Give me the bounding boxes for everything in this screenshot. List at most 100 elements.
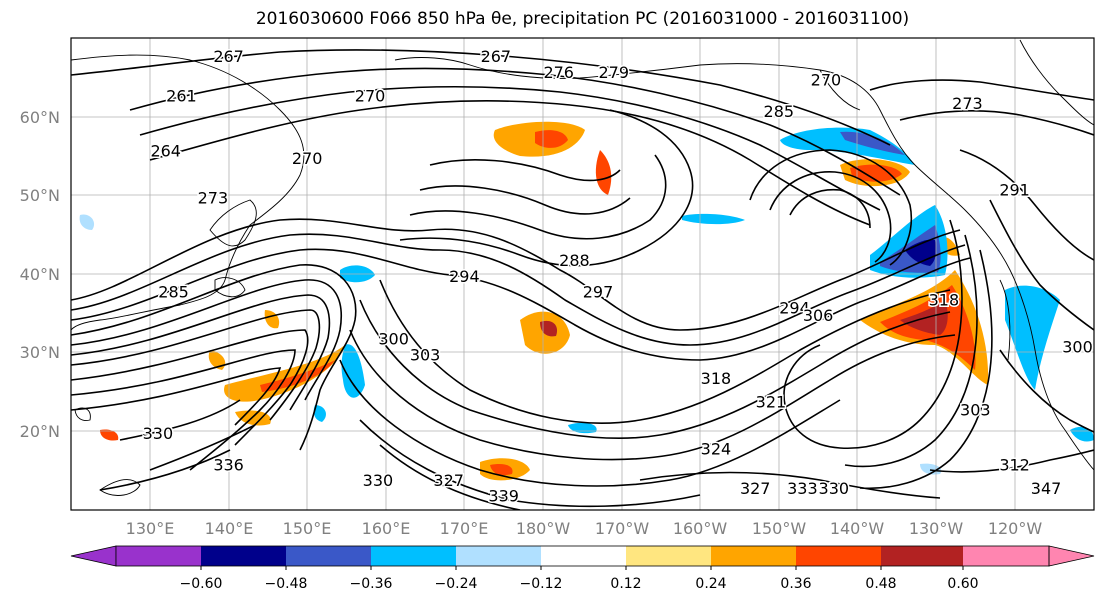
lon-label: 140°W — [830, 519, 885, 538]
contour-labels: 267 267 276 279 270 273 270 261 264 270 273 285 288 2… — [141, 46, 1094, 508]
contour-label: 336 — [213, 455, 244, 474]
lat-label: 20°N — [20, 422, 60, 441]
contour-label: 318 — [701, 369, 732, 388]
contour-label: 324 — [701, 440, 732, 459]
lon-label: 130°E — [126, 519, 175, 538]
precip-blob — [490, 464, 513, 476]
contour-label: 330 — [819, 479, 850, 498]
colorbar-tick-label: −0.48 — [265, 576, 308, 592]
colorbar-bin — [201, 546, 287, 566]
precip-blob — [260, 360, 335, 392]
precip-blob — [850, 164, 902, 182]
colorbar-tick-label: 0.48 — [865, 576, 896, 592]
contour-label: 327 — [740, 479, 771, 498]
precip-blob — [79, 214, 95, 230]
contour-label: 297 — [583, 283, 614, 302]
colorbar-bin — [456, 546, 542, 566]
contour-label: 312 — [999, 455, 1030, 474]
contour-label: 339 — [488, 487, 519, 506]
lon-label: 150°W — [752, 519, 807, 538]
contour-label: 285 — [158, 283, 189, 302]
colorbar-bin — [963, 546, 1049, 566]
contour-label: 264 — [150, 141, 181, 160]
contour-label: 267 — [213, 47, 244, 66]
contour-label: 279 — [598, 63, 629, 82]
precip-blob — [595, 150, 612, 195]
precip-blob — [341, 344, 365, 398]
lat-label: 50°N — [20, 186, 60, 205]
colorbar-frame — [115, 545, 1050, 567]
colorbar-bin — [626, 546, 712, 566]
contour-label: 294 — [779, 298, 810, 317]
contour-label: 285 — [764, 102, 795, 121]
contour-label: 270 — [811, 71, 842, 90]
contour-label: 294 — [449, 267, 480, 286]
map-title: 2016030600 F066 850 hPa θe, precipitatio… — [255, 9, 910, 29]
precip-blob — [224, 345, 345, 402]
colorbar-tick-label: 0.12 — [610, 576, 641, 592]
lon-label: 150°E — [283, 519, 332, 538]
contour-label: 330 — [143, 424, 174, 443]
lon-label: 120°W — [988, 519, 1043, 538]
colorbar-tick-label: −0.60 — [180, 576, 223, 592]
colorbar-bin — [881, 546, 967, 566]
lon-label: 180°W — [516, 519, 571, 538]
contour-label: 300 — [378, 330, 409, 349]
precip-blob — [1070, 426, 1094, 442]
precip-blob — [313, 405, 326, 422]
colorbar-bin — [711, 546, 797, 566]
precip-blob — [208, 350, 226, 370]
map-frame — [70, 37, 1095, 511]
contour-label: 267 — [481, 47, 512, 66]
colorbar-bin — [116, 546, 202, 566]
contour-label: 291 — [999, 181, 1030, 200]
colorbar-bin — [371, 546, 457, 566]
colorbar-extend-low — [70, 545, 117, 567]
contour-label: 288 — [559, 251, 590, 270]
contour-label: 273 — [952, 94, 983, 113]
lon-label: 140°E — [205, 519, 254, 538]
contour-label: 300 — [1062, 338, 1093, 357]
lon-label: 160°E — [362, 519, 411, 538]
contour-label: 330 — [363, 471, 394, 490]
contour-label: 303 — [960, 400, 991, 419]
colorbar: −0.60 −0.48 −0.36 −0.24 −0.12 0.12 0.24 … — [70, 545, 1095, 592]
lon-label: 170°W — [595, 519, 650, 538]
precip-blob — [780, 127, 915, 165]
precip-blob — [840, 131, 905, 155]
colorbar-tick-label: −0.36 — [350, 576, 393, 592]
lat-labels: 60°N 50°N 40°N 30°N 20°N — [20, 108, 60, 441]
contour-label: 270 — [355, 86, 386, 105]
lon-label: 160°W — [673, 519, 728, 538]
precip-blob — [540, 320, 558, 337]
colorbar-bin — [541, 546, 627, 566]
contour-label: 318 — [929, 290, 960, 309]
precip-blob — [100, 429, 119, 441]
contour-label: 321 — [756, 392, 787, 411]
colorbar-tick-label: 0.36 — [780, 576, 811, 592]
lon-label: 170°E — [440, 519, 489, 538]
contour-label: 303 — [410, 345, 441, 364]
lat-label: 30°N — [20, 343, 60, 362]
contour-label: 276 — [543, 63, 574, 82]
theta-e-contours — [71, 49, 1094, 510]
colorbar-extend-high — [1048, 545, 1095, 567]
colorbar-tick-label: 0.60 — [947, 576, 978, 592]
colorbar-tick-label: −0.24 — [435, 576, 478, 592]
precip-blob — [682, 213, 745, 225]
colorbar-tick-label: −0.12 — [520, 576, 563, 592]
lat-label: 40°N — [20, 265, 60, 284]
contour-label: 273 — [198, 188, 229, 207]
contour-label: 333 — [787, 479, 818, 498]
contour-label: 261 — [166, 86, 197, 105]
lon-labels: 130°E 140°E 150°E 160°E 170°E 180°W 170°… — [126, 519, 1043, 538]
colorbar-bin — [796, 546, 882, 566]
contour-label: 347 — [1031, 479, 1062, 498]
contour-label: 306 — [803, 306, 834, 325]
precip-blob — [568, 422, 597, 434]
contour-label: 327 — [433, 471, 464, 490]
precip-blob — [235, 410, 271, 426]
colorbar-tick-label: 0.24 — [695, 576, 726, 592]
lon-label: 130°W — [909, 519, 964, 538]
